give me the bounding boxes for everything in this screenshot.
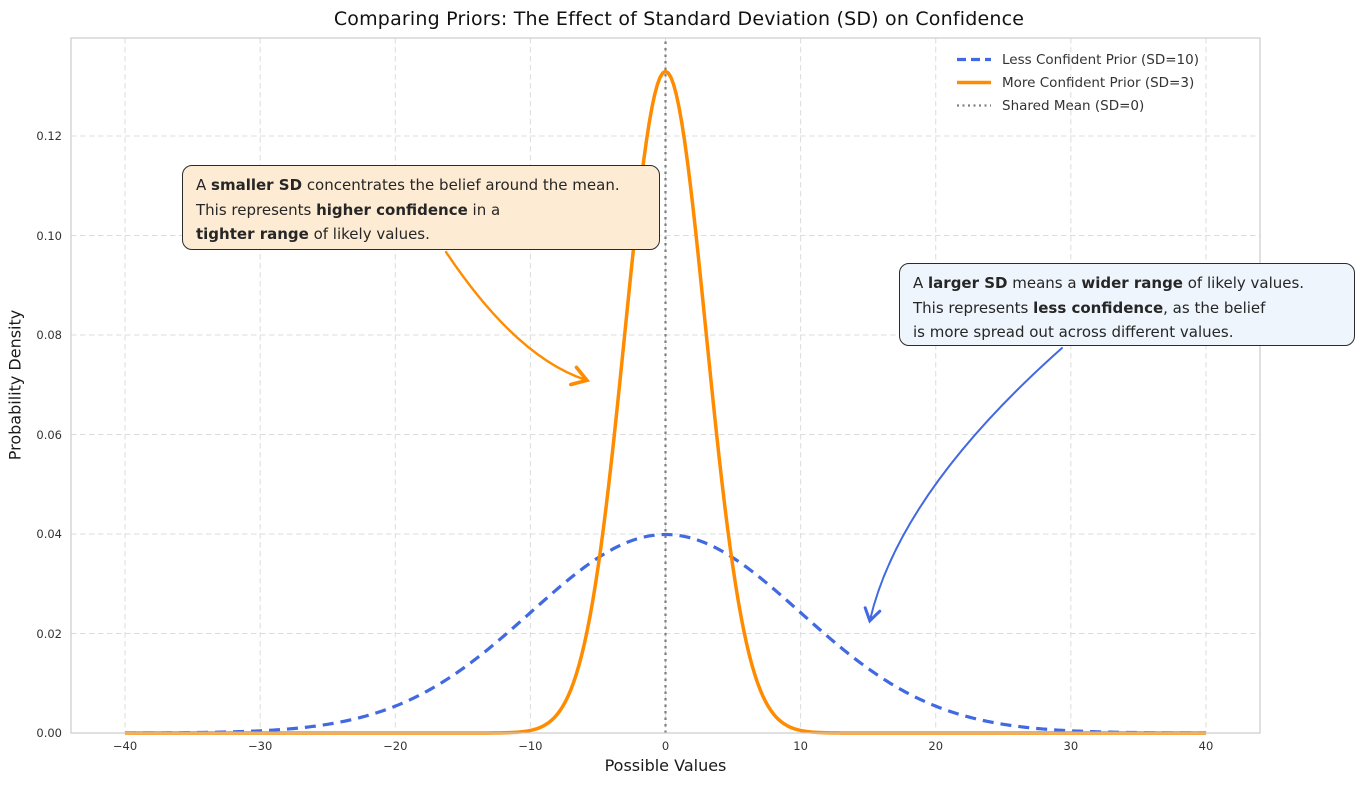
x-tick-label: 0 bbox=[661, 739, 670, 753]
x-tick-label: 10 bbox=[793, 739, 808, 753]
annotation-text-segment: smaller SD bbox=[211, 176, 303, 194]
x-tick-label: −40 bbox=[112, 739, 138, 753]
legend-item-2: Shared Mean (SD=0) bbox=[956, 94, 1199, 117]
legend-line-sample bbox=[957, 104, 991, 107]
annotation-text-segment: larger SD bbox=[928, 274, 1008, 292]
annotation-text-segment: means a bbox=[1007, 274, 1082, 292]
annotation-line: This represents higher confidence in a bbox=[196, 198, 646, 223]
legend-label: More Confident Prior (SD=3) bbox=[1002, 74, 1195, 91]
curve-series-0 bbox=[125, 532, 1206, 735]
x-tick-label: 30 bbox=[1063, 739, 1079, 753]
plot-frame bbox=[70, 37, 1261, 734]
annotation-arrow-larger-sd bbox=[863, 347, 1063, 624]
annotation-text-segment: wider range bbox=[1081, 274, 1183, 292]
x-tick-label: 20 bbox=[928, 739, 944, 753]
legend-line-sample bbox=[957, 57, 991, 62]
y-tick-label: 0.06 bbox=[36, 427, 62, 442]
annotation-text-segment: This represents bbox=[913, 298, 1034, 317]
y-tick-label: 0.02 bbox=[36, 626, 62, 641]
annotation-line: A smaller SD concentrates the belief aro… bbox=[196, 173, 646, 198]
annotation-text-segment: A bbox=[913, 274, 929, 292]
annotation-larger-sd: A larger SD means a wider range of likel… bbox=[899, 263, 1355, 346]
y-tick-label: 0.10 bbox=[36, 228, 62, 243]
legend-item-1: More Confident Prior (SD=3) bbox=[956, 71, 1199, 94]
annotation-text-segment: This represents bbox=[196, 200, 317, 219]
chart-title: Comparing Priors: The Effect of Standard… bbox=[333, 8, 1025, 30]
legend-label: Less Confident Prior (SD=10) bbox=[1002, 51, 1200, 68]
annotation-text-segment: , as the belief bbox=[1163, 298, 1266, 317]
annotation-text-segment: in a bbox=[467, 200, 501, 219]
legend: Less Confident Prior (SD=10) More Confide… bbox=[956, 48, 1199, 117]
y-tick-label: 0.12 bbox=[36, 129, 62, 143]
annotation-text-segment: tighter range bbox=[196, 225, 309, 243]
x-tick-label: 40 bbox=[1198, 739, 1214, 753]
annotation-line: tighter range of likely values. bbox=[196, 222, 646, 247]
annotation-smaller-sd: A smaller SD concentrates the belief aro… bbox=[182, 165, 660, 250]
annotation-arrow-smaller-sd bbox=[444, 250, 591, 387]
annotation-line: This represents less confidence, as the … bbox=[913, 296, 1341, 321]
annotation-line: is more spread out across different valu… bbox=[913, 320, 1341, 345]
x-tick-label: −20 bbox=[383, 739, 408, 753]
y-tick-label: 0.08 bbox=[36, 328, 62, 342]
x-axis-label: Possible Values bbox=[604, 756, 727, 775]
annotation-text-segment: of likely values. bbox=[1182, 274, 1305, 292]
legend-line-sample bbox=[957, 80, 991, 85]
x-tick-label: −10 bbox=[518, 739, 543, 753]
annotation-text-segment: A bbox=[196, 176, 212, 194]
annotation-text-segment: is more spread out across different valu… bbox=[913, 323, 1234, 341]
legend-item-0: Less Confident Prior (SD=10) bbox=[956, 48, 1199, 71]
legend-label: Shared Mean (SD=0) bbox=[1002, 97, 1145, 114]
annotation-text-segment: concentrates the belief around the mean. bbox=[302, 176, 620, 194]
annotation-text-segment: less confidence bbox=[1033, 298, 1164, 317]
y-tick-label: 0.04 bbox=[36, 527, 62, 541]
annotation-text-segment: higher confidence bbox=[316, 200, 468, 219]
x-tick-label: −30 bbox=[248, 739, 273, 753]
y-tick-label: 0.00 bbox=[36, 726, 62, 740]
y-axis-label: Probability Density bbox=[5, 309, 25, 461]
annotation-text-segment: of likely values. bbox=[308, 225, 430, 243]
annotation-line: A larger SD means a wider range of likel… bbox=[913, 271, 1341, 296]
